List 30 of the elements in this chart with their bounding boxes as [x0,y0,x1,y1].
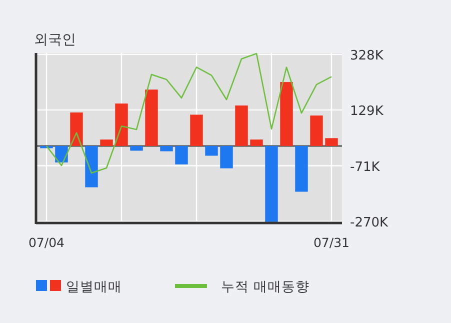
bar [265,146,278,222]
bar [115,104,128,146]
bar [310,116,323,146]
bar [205,146,218,156]
legend-item: 일별매매 [36,279,122,295]
bar [85,146,98,188]
y-tick-label: 328K [350,48,384,64]
bar [295,146,308,192]
legend-item: 누적 매매동향 [175,279,310,295]
line-series [46,52,332,174]
bar [325,138,338,146]
x-tick-label: 07/31 [313,235,350,250]
bar [100,140,113,146]
bar [70,112,83,146]
legend-label: 일별매매 [66,279,122,295]
bar [190,114,203,146]
x-tick-label: 07/04 [28,235,65,250]
bar [235,105,248,146]
bar [250,140,263,146]
y-tick-label: 129K [350,104,384,119]
bar [280,82,293,146]
legend-label: 누적 매매동향 [221,279,310,295]
chart-title: 외국인 [34,32,76,48]
bar [175,146,188,164]
bar [130,146,143,151]
bar [145,90,158,146]
bar [160,146,173,152]
bar [220,146,233,168]
y-tick-label: -71K [350,160,380,175]
y-tick-label: -270K [350,215,389,230]
